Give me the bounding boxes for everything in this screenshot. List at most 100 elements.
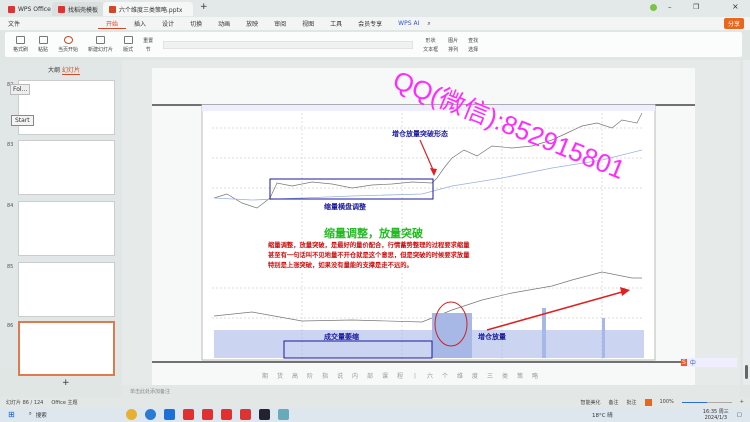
menu-member[interactable]: 会员专享 bbox=[358, 21, 383, 28]
textbox-label: 文本框 bbox=[423, 46, 439, 53]
wps-icon[interactable] bbox=[182, 409, 194, 420]
search-icon: ⌕ bbox=[28, 411, 32, 417]
slide-number: 83 bbox=[7, 142, 14, 148]
widget-icon[interactable] bbox=[125, 409, 137, 420]
label: 当页开始 bbox=[58, 47, 79, 53]
app-icon[interactable] bbox=[277, 409, 289, 420]
menu-insert[interactable]: 插入 bbox=[134, 21, 147, 28]
comment-button[interactable]: 批注 bbox=[626, 399, 637, 406]
play-from-current-button[interactable]: 当页开始 bbox=[58, 36, 78, 53]
add-slide-button[interactable]: + bbox=[62, 378, 70, 388]
label: 重置 bbox=[143, 37, 154, 44]
slide-panel: 大纲 幻灯片 82 Fol... Start 83 84 85 86 + bbox=[0, 60, 122, 388]
weather[interactable]: 18°C 晴 bbox=[591, 412, 613, 419]
menu-wps-ai[interactable]: WPS AI bbox=[398, 20, 420, 27]
scrollbar-thumb[interactable] bbox=[745, 365, 748, 379]
notes-area[interactable]: 单击此处添加备注 bbox=[122, 385, 740, 397]
annotation-volume-up: 增仓放量 bbox=[478, 333, 506, 341]
slide-number: 85 bbox=[7, 264, 14, 270]
search-icon[interactable]: ⌕ bbox=[427, 19, 431, 27]
menu-home[interactable]: 开始 bbox=[98, 19, 127, 29]
minimize-icon[interactable]: – bbox=[668, 3, 672, 11]
recorder-icon[interactable] bbox=[239, 409, 251, 420]
layout-button[interactable]: 版式 bbox=[123, 36, 133, 53]
paste-button[interactable]: 粘贴 bbox=[38, 36, 48, 53]
select-label: 选择 bbox=[468, 46, 479, 53]
zoom-level[interactable]: 100% bbox=[659, 399, 674, 405]
share-button[interactable]: 分享 bbox=[723, 18, 744, 29]
format-painter-button[interactable]: 格式刷 bbox=[13, 36, 28, 53]
body-line: 甚至有一句话叫不见地量不开仓就是这个意思，但是突破的时候要求放量 bbox=[268, 252, 470, 259]
notification-icon[interactable]: ▢ bbox=[736, 411, 742, 418]
menu-review[interactable]: 审阅 bbox=[274, 21, 287, 28]
menu-tools[interactable]: 工具 bbox=[330, 21, 343, 28]
windows-start-icon[interactable]: ⊞ bbox=[8, 410, 15, 419]
slide-thumbnail[interactable] bbox=[18, 201, 115, 256]
slide-number: 84 bbox=[7, 203, 14, 209]
play-icon bbox=[63, 36, 73, 44]
label: 粘贴 bbox=[38, 47, 49, 53]
picture-button[interactable]: 图片 排列 bbox=[448, 37, 458, 53]
tab-outline[interactable]: 大纲 bbox=[48, 67, 61, 74]
new-tab-button[interactable]: + bbox=[200, 2, 208, 12]
time: 16:35 周三 bbox=[702, 408, 729, 415]
date: 2024/1/3 bbox=[704, 414, 728, 421]
start-button[interactable]: Start bbox=[11, 115, 34, 126]
tab-slides[interactable]: 幻灯片 bbox=[62, 67, 81, 75]
close-icon[interactable]: × bbox=[732, 2, 739, 11]
beautify-button[interactable]: 智能美化 bbox=[580, 399, 601, 406]
notes-button[interactable]: 备注 bbox=[608, 399, 619, 406]
menu-transition[interactable]: 切换 bbox=[190, 21, 203, 28]
zoom-in-icon[interactable]: + bbox=[739, 399, 744, 405]
annotation-volume-shrink: 成交量萎缩 bbox=[324, 333, 359, 341]
paste-icon bbox=[38, 36, 48, 44]
slide: QQ(微信):852915801 增仓放量突破形态 缩量横盘调整 缩量调整，放量… bbox=[152, 65, 695, 385]
new-slide-button[interactable]: 新建幻灯片 bbox=[88, 36, 113, 53]
zoom-slider[interactable] bbox=[681, 401, 732, 403]
wps-icon bbox=[8, 5, 15, 13]
tab-pptx[interactable]: 六个维度三类策略.pptx bbox=[103, 2, 193, 16]
clock[interactable]: 16:35 周三 2024/1/3 bbox=[703, 409, 729, 421]
arrange-label: 排列 bbox=[448, 46, 459, 53]
menu-view[interactable]: 视图 bbox=[302, 21, 315, 28]
font-name-field[interactable] bbox=[163, 40, 414, 49]
wps-icon[interactable] bbox=[220, 409, 232, 420]
menu-slideshow[interactable]: 放映 bbox=[246, 21, 259, 28]
taskbar-search[interactable]: 搜索 bbox=[35, 412, 47, 419]
annotation-breakout: 增仓放量突破形态 bbox=[392, 130, 448, 138]
find-button[interactable]: 查找 选择 bbox=[468, 37, 478, 53]
tab-template[interactable]: 找稻壳模板 bbox=[52, 2, 105, 16]
edge-icon[interactable] bbox=[144, 409, 156, 420]
slideshow-icon[interactable] bbox=[644, 398, 652, 406]
menu-file[interactable]: 文件 bbox=[8, 21, 21, 28]
theme-label[interactable]: Office 主题 bbox=[51, 399, 78, 406]
restore-icon[interactable]: ❐ bbox=[693, 3, 700, 11]
slide-thumbnail-selected[interactable] bbox=[18, 321, 115, 376]
slide-number: 86 bbox=[7, 323, 14, 329]
slide-thumbnail[interactable] bbox=[18, 262, 115, 317]
slide-footer: 期货高阶指说内部课程丨六个维度三类策略 bbox=[262, 373, 548, 380]
shape-button[interactable]: 形状 文本框 bbox=[423, 37, 438, 53]
label: 格式刷 bbox=[13, 47, 29, 53]
reset-button[interactable]: 重置节 bbox=[143, 37, 153, 53]
tooltip: Fol... bbox=[10, 84, 31, 95]
menu-design[interactable]: 设计 bbox=[162, 21, 175, 28]
label: 新建幻灯片 bbox=[88, 47, 114, 53]
menu-animation[interactable]: 动画 bbox=[218, 21, 231, 28]
slide-counter: 幻灯片 86 / 124 bbox=[6, 399, 44, 406]
app-icon[interactable] bbox=[258, 409, 270, 420]
label: 图片 bbox=[448, 37, 459, 44]
wps-icon[interactable] bbox=[201, 409, 213, 420]
tab-wps-office[interactable]: WPS Office bbox=[2, 2, 57, 16]
avatar[interactable] bbox=[650, 4, 657, 11]
vertical-scrollbar[interactable] bbox=[743, 60, 750, 385]
tab-label: WPS Office bbox=[18, 5, 51, 13]
app-icon[interactable] bbox=[163, 409, 175, 420]
body-line: 缩量调整，放量突破，是最好的量价配合，行情蓄势整理的过程要求缩量 bbox=[268, 242, 470, 249]
slide-heading: 缩量调整，放量突破 bbox=[324, 227, 423, 240]
slide-thumbnail[interactable] bbox=[18, 80, 115, 135]
slide-thumbnail[interactable] bbox=[18, 140, 115, 195]
label: 版式 bbox=[123, 47, 134, 53]
volume-bars bbox=[214, 308, 644, 358]
